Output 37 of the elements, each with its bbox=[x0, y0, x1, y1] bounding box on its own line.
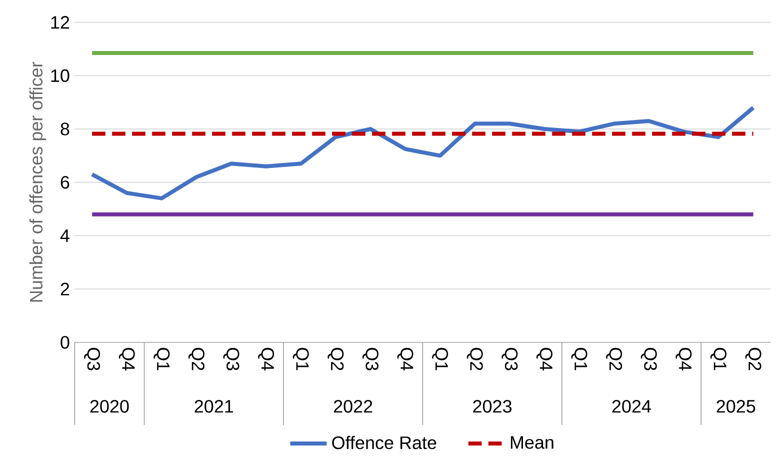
x-tick-label: Q2 bbox=[606, 348, 622, 370]
x-tick-label: Q2 bbox=[188, 348, 204, 370]
x-tick-label: Q1 bbox=[292, 348, 309, 370]
y-tick-label: 6 bbox=[60, 176, 70, 189]
text: 2021 bbox=[194, 400, 234, 413]
x-tick-label: Q4 bbox=[536, 348, 552, 371]
y-tick-label: 4 bbox=[60, 229, 70, 242]
x-tick-label: Q4 bbox=[258, 348, 274, 371]
text: 2023 bbox=[473, 400, 512, 413]
x-tick-label: Q1 bbox=[432, 348, 448, 370]
x-tick-label: Q2 bbox=[745, 348, 762, 370]
y-axis-title: Number of offences per officer bbox=[29, 62, 46, 302]
x-tick-label: Q3 bbox=[362, 348, 378, 370]
x-tick-label: Q4 bbox=[397, 348, 414, 371]
legend-label: Offence Rate bbox=[332, 436, 436, 450]
text: 2024 bbox=[612, 400, 651, 413]
y-tick-label: 12 bbox=[51, 16, 70, 29]
line-series bbox=[90, 106, 756, 200]
x-tick-label: Q2 bbox=[328, 348, 344, 370]
y-tick-label: 8 bbox=[60, 122, 70, 136]
x-tick-label: Q3 bbox=[640, 348, 657, 370]
x-tick-label: Q3 bbox=[502, 348, 518, 370]
x-tick-label: Q3 bbox=[223, 348, 240, 370]
x-tick-label: Q4 bbox=[118, 348, 135, 371]
y-tick-label: 2 bbox=[60, 282, 70, 296]
text: 2022 bbox=[334, 400, 372, 413]
text: 2020 bbox=[90, 400, 129, 413]
text: 2025 bbox=[716, 400, 756, 413]
y-tick-label: 0 bbox=[60, 336, 70, 349]
x-tick-label: Q4 bbox=[676, 348, 692, 371]
x-tick-label: Q1 bbox=[710, 348, 726, 370]
x-tick-label: Q3 bbox=[84, 348, 100, 370]
y-tick-label: 10 bbox=[51, 69, 70, 82]
legend-label: Mean bbox=[510, 436, 554, 449]
x-tick-label: Q1 bbox=[154, 348, 170, 370]
x-tick-label: Q2 bbox=[466, 348, 483, 370]
x-tick-label: Q1 bbox=[571, 348, 588, 370]
